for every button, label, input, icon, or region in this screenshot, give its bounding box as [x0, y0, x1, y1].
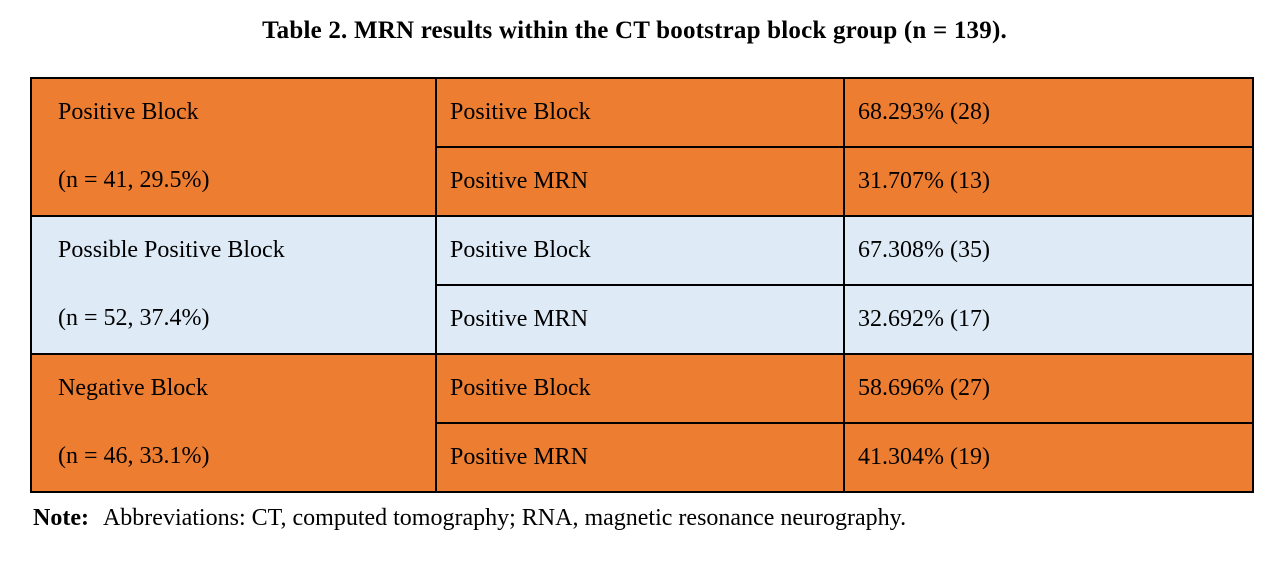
table-row: Possible Positive Block (n = 52, 37.4%) … — [30, 215, 1254, 355]
measure-value-cell: 58.696% (27) — [843, 353, 1254, 424]
measure-value-cell: 31.707% (13) — [843, 146, 1254, 217]
group-cell-possible-positive-block: Possible Positive Block (n = 52, 37.4%) — [30, 215, 437, 355]
measure-value-cell: 67.308% (35) — [843, 215, 1254, 286]
note-label: Note: — [33, 505, 89, 531]
table-row: Positive Block (n = 41, 29.5%) Positive … — [30, 77, 1254, 217]
group-cell-positive-block: Positive Block (n = 41, 29.5%) — [30, 77, 437, 217]
table-title: Table 2. MRN results within the CT boots… — [262, 17, 1007, 44]
group-label: Possible Positive Block — [58, 237, 285, 264]
group-cell-content: Possible Positive Block (n = 52, 37.4%) — [45, 217, 429, 353]
measure-value-cell: 68.293% (28) — [843, 77, 1254, 148]
group-sublabel: (n = 46, 33.1%) — [58, 443, 210, 470]
group-sublabel: (n = 52, 37.4%) — [58, 305, 210, 332]
measure-label-cell: Positive Block — [435, 353, 845, 424]
table-note: Note: Abbreviations: CT, computed tomogra… — [33, 505, 906, 532]
group-cell-content: Negative Block (n = 46, 33.1%) — [45, 355, 429, 491]
measure-label-cell: Positive Block — [435, 77, 845, 148]
group-label: Positive Block — [58, 99, 199, 126]
mrn-results-table: Positive Block (n = 41, 29.5%) Positive … — [30, 77, 1254, 493]
measure-label-cell: Positive MRN — [435, 146, 845, 217]
table-row: Positive MRN 31.707% (13) — [31, 146, 1254, 217]
group-sublabel: (n = 41, 29.5%) — [58, 167, 210, 194]
group-cell-content: Positive Block (n = 41, 29.5%) — [45, 79, 429, 215]
table-row: Negative Block (n = 46, 33.1%) Positive … — [30, 353, 1254, 493]
group-label: Negative Block — [58, 375, 208, 402]
measure-label-cell: Positive MRN — [435, 422, 845, 493]
note-text: Abbreviations: CT, computed tomography; … — [102, 505, 907, 531]
group-cell-negative-block: Negative Block (n = 46, 33.1%) — [30, 353, 437, 493]
measure-value-cell: 41.304% (19) — [843, 422, 1254, 493]
measure-label-cell: Positive Block — [435, 215, 845, 286]
measure-label-cell: Positive MRN — [435, 284, 845, 355]
table-row: Positive MRN 41.304% (19) — [31, 422, 1254, 493]
table-row: Positive MRN 32.692% (17) — [31, 284, 1254, 355]
measure-value-cell: 32.692% (17) — [843, 284, 1254, 355]
